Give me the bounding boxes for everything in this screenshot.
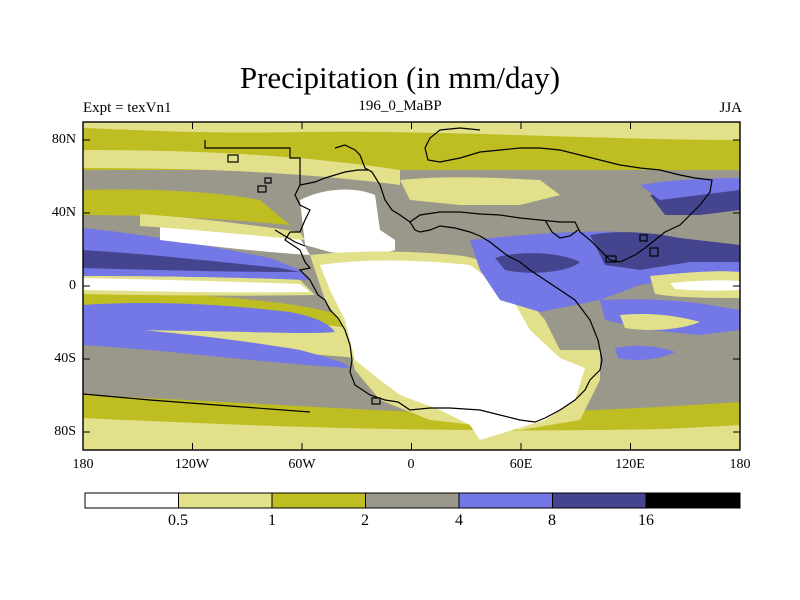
island-2 [257,185,267,193]
lon-label-0: 0 [407,457,415,472]
legend-box-1-2 [272,493,366,508]
legend-label-1: 1 [268,512,276,529]
region-pacific-white-core [670,280,740,291]
band-northern-tropics-dark [83,250,300,272]
legend-label-2: 2 [361,512,369,529]
coastline [83,127,713,423]
band-northern-white-yellow [140,214,305,240]
legend-box-2-4 [365,493,459,508]
band-southern-storm-track [83,302,335,333]
region-monsoon-dark-core [495,253,580,273]
region-indian-ocean-yellow [620,313,700,330]
lat-label-80n: 80N [51,132,76,147]
color-legend [84,492,741,509]
legend-label-4: 4 [455,512,463,529]
legend-frame [84,492,741,509]
island-7 [605,255,617,263]
chart-title: Precipitation (in mm/day) [239,60,561,95]
experiment-label: Expt = texVn1 [83,100,172,116]
legend-dividers [178,493,647,508]
legend-box-0.5-1 [178,493,272,508]
band-arctic-pale [83,122,740,140]
coastline-eurasia [409,127,713,263]
legend-label-16: 16 [638,512,654,529]
island-3 [264,177,272,184]
lat-label-80s: 80S [54,424,76,439]
region-south-blue-blob [615,345,675,360]
lon-label-120w: 120W [174,457,210,472]
coastline-northwest [299,169,368,186]
coastline-southeast-asia [544,219,579,239]
island-4 [371,397,381,405]
lon-label-180w: 180 [72,457,94,472]
period-label: 196_0_MaBP [358,98,442,114]
coastline-americas [204,140,603,423]
legend-box-8-16 [552,493,646,508]
lat-label-0: 0 [69,278,76,293]
band-southern-blue-lower [83,325,350,368]
coastline-central-america [274,229,306,247]
island-5 [649,247,659,257]
lon-label-120e: 120E [615,457,645,472]
region-continent-white [320,260,585,440]
x-axis-ticks [82,122,741,450]
lon-label-180e: 180 [729,457,751,472]
band-northern-midlat [83,189,290,225]
y-axis-ticks [83,139,740,433]
region-sahara-white [300,189,395,255]
lat-label-40n: 40N [51,205,76,220]
legend-box-gt-16 [646,493,740,508]
coastline-southern-edge [83,393,311,413]
legend-label-8: 8 [548,512,556,529]
island-6 [639,234,648,242]
lon-label-60e: 60E [509,457,533,472]
band-arctic-lower [83,150,400,185]
legend-box-4-8 [459,493,553,508]
legend-box-lt-0.5 [85,493,179,508]
region-northeast-blue [640,178,740,200]
lon-label-60w: 60W [288,457,316,472]
band-southern-midlat-yellow [83,395,740,434]
legend-label-0.5: 0.5 [168,512,188,529]
lat-label-40s: 40S [54,351,76,366]
region-europe-yellow [400,177,560,205]
band-equatorial-white [83,278,310,293]
region-east-asia-dark [590,232,740,270]
island-1 [227,154,239,163]
season-label: JJA [719,100,742,116]
band-southern-polar-yellow [83,418,740,450]
